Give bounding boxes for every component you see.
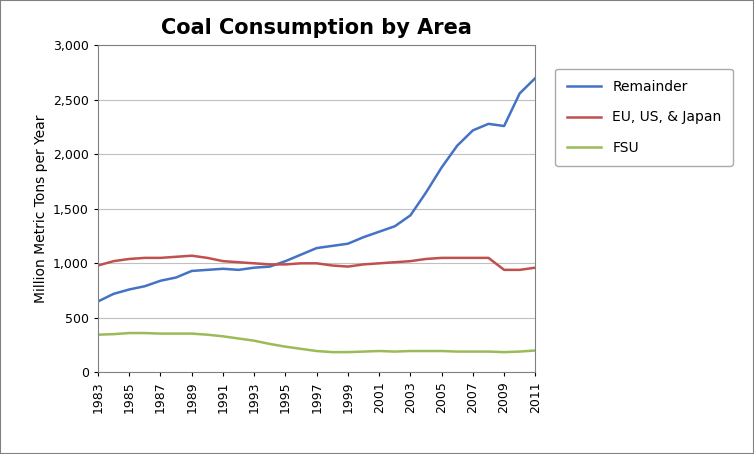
FSU: [312, 348, 321, 354]
EU, US, & Japan: [515, 267, 524, 272]
Remainder: [500, 123, 509, 129]
Remainder: [203, 267, 212, 272]
Remainder: [515, 91, 524, 96]
FSU: [281, 344, 290, 350]
FSU: [172, 331, 181, 336]
EU, US, & Japan: [140, 255, 149, 261]
Remainder: [296, 252, 305, 257]
FSU: [234, 336, 243, 341]
Remainder: [187, 268, 196, 274]
Remainder: [437, 165, 446, 170]
EU, US, & Japan: [156, 255, 165, 261]
FSU: [343, 350, 352, 355]
EU, US, & Japan: [375, 261, 384, 266]
Remainder: [531, 75, 540, 81]
EU, US, & Japan: [187, 253, 196, 258]
Remainder: [219, 266, 228, 271]
FSU: [187, 331, 196, 336]
Remainder: [391, 223, 400, 229]
FSU: [296, 346, 305, 351]
EU, US, & Japan: [219, 258, 228, 264]
Remainder: [265, 264, 274, 269]
FSU: [421, 348, 431, 354]
Remainder: [312, 245, 321, 251]
Remainder: [468, 128, 477, 133]
EU, US, & Japan: [172, 254, 181, 260]
FSU: [359, 349, 368, 354]
FSU: [250, 338, 259, 343]
FSU: [93, 332, 103, 337]
Remainder: [140, 283, 149, 289]
EU, US, & Japan: [406, 258, 415, 264]
Remainder: [124, 287, 133, 292]
EU, US, & Japan: [109, 258, 118, 264]
EU, US, & Japan: [203, 255, 212, 261]
FSU: [391, 349, 400, 354]
Remainder: [109, 291, 118, 296]
EU, US, & Japan: [312, 261, 321, 266]
Remainder: [406, 212, 415, 218]
EU, US, & Japan: [500, 267, 509, 272]
EU, US, & Japan: [437, 255, 446, 261]
Remainder: [328, 243, 337, 249]
FSU: [437, 348, 446, 354]
Remainder: [375, 229, 384, 234]
EU, US, & Japan: [452, 255, 461, 261]
EU, US, & Japan: [124, 256, 133, 262]
FSU: [156, 331, 165, 336]
Remainder: [172, 275, 181, 280]
Line: FSU: FSU: [98, 333, 535, 352]
FSU: [375, 348, 384, 354]
EU, US, & Japan: [468, 255, 477, 261]
Remainder: [343, 241, 352, 247]
Remainder: [93, 299, 103, 304]
Remainder: [484, 121, 493, 127]
EU, US, & Japan: [343, 264, 352, 269]
Remainder: [281, 258, 290, 264]
Title: Coal Consumption by Area: Coal Consumption by Area: [161, 18, 472, 38]
FSU: [452, 349, 461, 354]
Remainder: [421, 190, 431, 195]
Line: Remainder: Remainder: [98, 78, 535, 301]
Remainder: [359, 234, 368, 240]
FSU: [109, 331, 118, 337]
Remainder: [250, 265, 259, 271]
EU, US, & Japan: [234, 260, 243, 265]
Y-axis label: Million Metric Tons per Year: Million Metric Tons per Year: [34, 114, 48, 303]
FSU: [500, 350, 509, 355]
FSU: [265, 341, 274, 347]
FSU: [468, 349, 477, 354]
EU, US, & Japan: [281, 262, 290, 267]
FSU: [328, 350, 337, 355]
EU, US, & Japan: [93, 263, 103, 268]
FSU: [515, 349, 524, 354]
FSU: [484, 349, 493, 354]
Remainder: [156, 278, 165, 283]
Remainder: [452, 143, 461, 148]
FSU: [406, 348, 415, 354]
EU, US, & Japan: [391, 260, 400, 265]
FSU: [203, 332, 212, 337]
EU, US, & Japan: [328, 263, 337, 268]
FSU: [124, 331, 133, 336]
EU, US, & Japan: [296, 261, 305, 266]
FSU: [531, 348, 540, 353]
EU, US, & Japan: [484, 255, 493, 261]
FSU: [140, 331, 149, 336]
Legend: Remainder, EU, US, & Japan, FSU: Remainder, EU, US, & Japan, FSU: [556, 69, 733, 166]
EU, US, & Japan: [250, 261, 259, 266]
Line: EU, US, & Japan: EU, US, & Japan: [98, 256, 535, 270]
EU, US, & Japan: [531, 265, 540, 271]
FSU: [219, 334, 228, 339]
EU, US, & Japan: [359, 262, 368, 267]
Remainder: [234, 267, 243, 272]
EU, US, & Japan: [265, 262, 274, 267]
EU, US, & Japan: [421, 256, 431, 262]
